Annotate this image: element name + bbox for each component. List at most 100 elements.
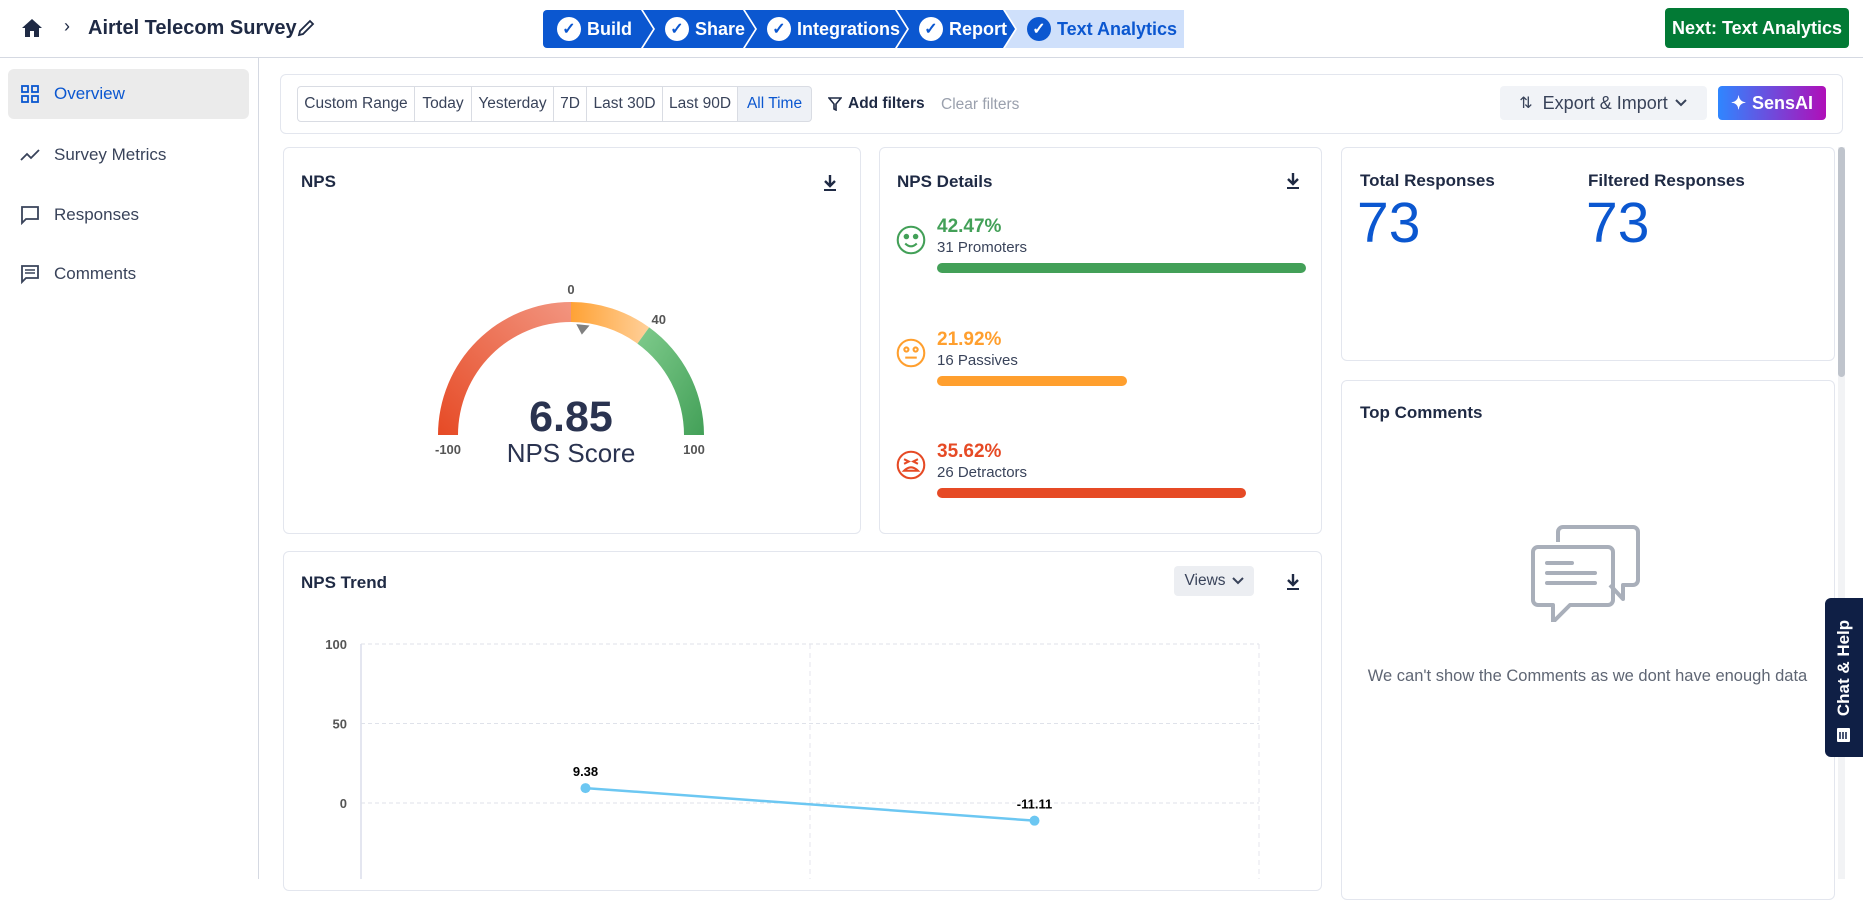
trend-line-icon [20, 149, 40, 161]
detractors-bar [937, 488, 1247, 498]
range-7d[interactable]: 7D [554, 86, 587, 122]
promoters-count: 31 Promoters [937, 239, 1028, 256]
nps-details-card [879, 147, 1322, 534]
top-header: › Airtel Telecom Survey ✓ Build ✓ Share ✓ I… [0, 0, 1863, 58]
comments-empty-icon [1531, 525, 1640, 622]
clear-filters-button[interactable]: Clear filters [941, 96, 1020, 113]
y-tick-label: 100 [325, 637, 347, 652]
range-custom[interactable]: Custom Range [297, 86, 415, 122]
top-comments-title: Top Comments [1360, 403, 1483, 422]
promoters-bar [937, 263, 1306, 273]
gauge-segment-detractor [438, 302, 571, 435]
sidebar-item-label: Survey Metrics [54, 145, 167, 164]
data-label: -11.11 [1017, 797, 1052, 812]
range-today[interactable]: Today [415, 86, 472, 122]
sidebar-item-label: Overview [54, 84, 125, 103]
detractors-count: 26 Detractors [937, 464, 1028, 481]
scrollbar-thumb[interactable] [1838, 147, 1845, 377]
nps-trend-title: NPS Trend [301, 573, 387, 592]
sparkle-icon: ✦ [1730, 92, 1747, 113]
nps-score-value: 6.85 [529, 393, 613, 441]
range-last-90d[interactable]: Last 90D [663, 86, 738, 122]
export-import-button[interactable]: ⇅ Export & Import [1500, 86, 1707, 120]
add-filters-label: Add filters [848, 95, 925, 112]
passives-bar [937, 376, 1128, 386]
top-comments-card [1341, 380, 1835, 900]
sidebar-item-survey-metrics[interactable]: Survey Metrics [8, 130, 249, 180]
gauge-segment-promoter [637, 327, 704, 435]
step-label: Share [695, 18, 746, 39]
check-icon: ✓ [1027, 17, 1051, 41]
home-icon[interactable] [21, 18, 43, 38]
gauge-tick-label: -100 [435, 442, 461, 457]
range-last-30d[interactable]: Last 30D [587, 86, 663, 122]
detractors-face-icon [896, 450, 926, 480]
filtered-responses-label: Filtered Responses [1588, 171, 1745, 190]
scrollbar-track[interactable] [1838, 147, 1845, 879]
passives-face-icon [896, 338, 926, 368]
next-text-analytics-button[interactable]: Next: Text Analytics [1665, 8, 1849, 48]
passives-percent: 21.92% [937, 329, 1002, 350]
check-icon: ✓ [557, 17, 581, 41]
gauge-segment-passive [571, 302, 650, 344]
breadcrumb-chevron-icon: › [64, 16, 70, 36]
gauge-tick-label: 40 [652, 312, 666, 327]
nps-gauge: -100 0 40 100 [435, 282, 705, 457]
export-import-label: Export & Import [1542, 92, 1668, 113]
download-icon[interactable] [1285, 573, 1301, 591]
step-build[interactable]: ✓ Build [543, 10, 653, 48]
sidebar-item-label: Responses [54, 205, 140, 224]
sensai-label: SensAI [1752, 92, 1814, 113]
sensai-button[interactable]: ✦ SensAI [1718, 86, 1826, 120]
step-share[interactable]: ✓ Share [643, 10, 755, 48]
nps-details-title: NPS Details [897, 172, 993, 191]
detractors-percent: 35.62% [937, 441, 1002, 462]
step-label: Build [587, 18, 632, 39]
sidebar-item-overview[interactable]: Overview [8, 69, 249, 119]
message-square-icon [21, 206, 39, 225]
sidebar-item-label: Comments [54, 264, 137, 283]
gauge-tick-label: 0 [567, 282, 574, 297]
nps-score-label: NPS Score [506, 438, 636, 468]
chevron-down-icon [1231, 577, 1244, 585]
gauge-tick-label: 100 [683, 442, 705, 457]
filtered-responses-value: 73 [1586, 191, 1650, 255]
download-icon[interactable] [822, 174, 838, 192]
edit-pencil-icon[interactable] [296, 18, 316, 38]
step-label: Text Analytics [1057, 18, 1178, 39]
y-tick-label: 50 [333, 717, 347, 732]
passives-count: 16 Passives [937, 352, 1018, 369]
chat-help-label: Chat & Help [1834, 619, 1853, 717]
step-report[interactable]: ✓ Report [897, 10, 1015, 48]
sidebar-item-comments[interactable]: Comments [8, 249, 249, 299]
step-text-analytics[interactable]: ✓ Text Analytics [1005, 10, 1184, 48]
series-line [585, 786, 1035, 822]
nps-title: NPS [301, 172, 336, 191]
chat-help-tab[interactable]: Chat & Help [1825, 598, 1863, 757]
responses-card [1341, 147, 1835, 361]
check-icon: ✓ [767, 17, 791, 41]
step-integrations[interactable]: ✓ Integrations [745, 10, 907, 48]
range-yesterday[interactable]: Yesterday [472, 86, 554, 122]
step-label: Integrations [797, 18, 901, 39]
check-icon: ✓ [665, 17, 689, 41]
check-icon: ✓ [919, 17, 943, 41]
sidebar-item-responses[interactable]: Responses [8, 190, 249, 240]
add-filters-button[interactable]: Add filters [828, 95, 925, 113]
grid-icon [21, 85, 39, 103]
comment-lines-icon [21, 265, 39, 284]
sort-arrows-icon: ⇅ [1519, 95, 1533, 112]
y-tick-label: 0 [340, 796, 347, 811]
nps-trend-chart: 100 50 0 9.38 -11.11 [325, 637, 1260, 879]
filter-icon [828, 97, 842, 111]
step-label: Report [949, 18, 1007, 39]
total-responses-label: Total Responses [1360, 171, 1495, 190]
top-comments-empty-message: We can't show the Comments as we dont ha… [1367, 667, 1808, 685]
chevron-down-icon [1675, 99, 1687, 107]
range-all-time[interactable]: All Time [738, 86, 812, 122]
chat-book-icon [1837, 728, 1850, 742]
views-dropdown[interactable]: Views [1174, 566, 1254, 596]
promoters-face-icon [896, 225, 926, 255]
views-label: Views [1184, 572, 1226, 589]
download-icon[interactable] [1285, 172, 1301, 190]
